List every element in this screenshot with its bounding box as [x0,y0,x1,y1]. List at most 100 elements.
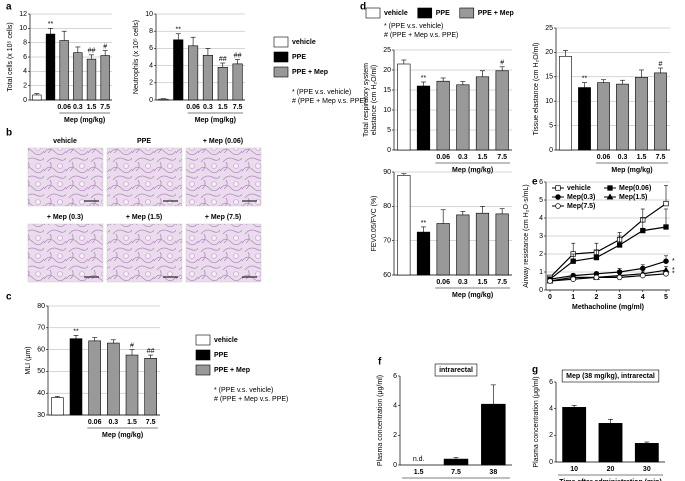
significance-mark: ** [48,21,54,28]
chart-title: Mep (38 mg/kg), intrarectal [566,373,655,380]
y-tick-label: 10 [19,25,27,32]
histology-image [106,147,183,207]
y-tick-label: 5 [539,197,543,204]
x-axis-label: Mep (mg/kg) [102,432,143,439]
bar [616,83,629,151]
x-tick-label: 5 [664,294,668,301]
x-axis-label: Mep (mg/kg) [611,167,652,174]
bar [456,84,470,151]
bar [475,212,490,276]
bar [158,98,169,101]
bar [45,33,56,101]
y-tick-label: 60 [37,346,45,353]
legend-marker [555,194,561,200]
x-tick-label: 0.06 [436,279,450,286]
y-tick-label: 4 [149,62,153,69]
bar [456,214,470,276]
y-tick-label: 1 [539,269,543,276]
y-axis-label: Plasma concentration (μg/ml) [377,375,384,466]
histology-image [106,223,183,283]
x-tick-label: 1 [571,294,575,301]
chart-title: intrarectal [439,367,473,374]
marker [640,227,646,234]
bar [86,58,97,101]
legend-label: PPE + Mep [478,10,514,17]
bar [436,80,450,151]
x-tick-label: 1.5 [478,154,488,161]
y-tick-label: 6 [539,179,543,186]
bar [562,407,587,463]
y-axis-label: Airway resistance (cm H₂O·s/mL) [523,184,530,287]
histology-image [27,223,104,283]
x-tick-label: 0 [548,294,552,301]
y-tick-label: 2 [549,432,553,439]
y-tick-label: 5 [549,122,553,129]
bar [598,423,623,463]
marker [663,271,669,277]
bar [88,340,101,416]
significance-mark: # [500,60,504,67]
y-tick-label: 0 [539,287,543,294]
marker [547,278,553,284]
legend-label: PPE [292,54,306,61]
legend-marker [555,203,561,209]
marker [640,272,646,279]
legend-label: Mep(7.5) [567,203,595,210]
x-tick-label: 7.5 [497,154,507,161]
marker [570,258,576,264]
bar [495,213,509,276]
y-tick-label: 70 [383,238,391,245]
y-axis-label: Tissue elastance (cm H₂O/ml) [533,43,540,136]
x-tick-label: 0.06 [88,419,102,426]
bar [100,55,110,101]
bar [73,52,83,101]
legend-swatch [459,7,475,19]
significance-mark: # [103,43,107,50]
y-tick-label: 6 [549,379,553,386]
bar [202,54,213,101]
x-axis-label: Mep (mg/kg) [452,292,493,299]
bar [578,87,591,151]
significance-mark: * [672,258,675,265]
marker [616,274,623,281]
y-tick-label: 25 [383,47,391,54]
y-tick-label: 2 [393,432,397,439]
y-tick-label: 80 [383,203,391,210]
bar [559,56,572,151]
x-axis-label: Mep (mg/kg) [452,167,493,174]
legend-label: PPE [436,10,450,17]
y-tick-label: 70 [37,325,45,332]
y-tick-label: 30 [37,412,45,419]
x-tick-label: 7.5 [656,154,666,161]
y-tick-label: 8 [149,28,153,35]
series-line [549,273,667,282]
legend-label: vehicle [567,185,591,192]
y-tick-label: 80 [37,303,45,310]
y-tick-label: 8 [23,40,27,47]
bar [481,403,506,466]
x-tick-label: 0.06 [57,104,71,111]
panel-letter: f [378,357,382,368]
x-tick-label: 0.06 [186,104,200,111]
legend-note: * (PPE v.s. vehicle) [384,23,443,30]
legend-swatch [273,36,289,48]
bar [217,67,228,101]
x-tick-label: 0.3 [108,419,118,426]
y-tick-label: 15 [545,74,553,81]
legend-label: Mep(1.5) [619,194,647,201]
title-box [434,363,478,377]
y-tick-label: 4 [549,406,553,413]
x-tick-label: 0.3 [458,154,468,161]
bar [634,443,659,463]
y-tick-label: 12 [19,11,27,18]
y-axis-label: MLI (μm) [25,346,32,374]
x-tick-label: 20 [607,466,615,473]
x-tick-label: 1.5 [414,469,424,476]
x-tick-label: 7.5 [100,104,110,111]
y-tick-label: 50 [37,368,45,375]
y-axis-label: Neutrophils (x 10⁵ cells) [133,20,140,94]
bar [232,63,243,101]
y-tick-label: 25 [545,25,553,32]
marker [640,265,646,272]
y-tick-label: 0 [393,462,397,469]
